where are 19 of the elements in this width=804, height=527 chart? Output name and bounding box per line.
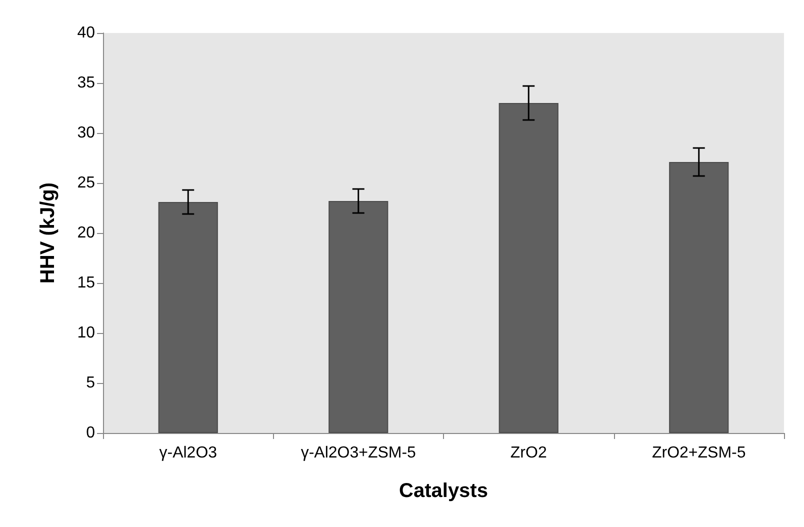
x-tick-label: ZrO2 xyxy=(510,444,547,462)
x-tick-label: γ-Al2O3+ZSM-5 xyxy=(300,444,416,462)
x-axis-title: Catalysts xyxy=(399,480,488,502)
y-tick-label: 20 xyxy=(77,224,96,242)
y-axis-title: HHV (kJ/g) xyxy=(37,182,59,284)
bar xyxy=(498,103,558,433)
y-tick-label: 15 xyxy=(77,274,96,292)
y-tick-label: 5 xyxy=(86,374,96,392)
y-tick-label: 40 xyxy=(77,24,96,42)
x-tick-label: ZrO2+ZSM-5 xyxy=(652,444,746,462)
y-tick-label: 25 xyxy=(77,174,96,192)
bar xyxy=(328,201,388,433)
y-tick-label: 0 xyxy=(86,424,96,442)
y-tick-label: 35 xyxy=(77,74,96,92)
bar xyxy=(669,162,729,433)
x-tick-label: γ-Al2O3 xyxy=(159,444,218,462)
y-tick-label: 10 xyxy=(77,324,96,342)
bar xyxy=(158,202,218,433)
y-tick-label: 30 xyxy=(77,124,96,142)
